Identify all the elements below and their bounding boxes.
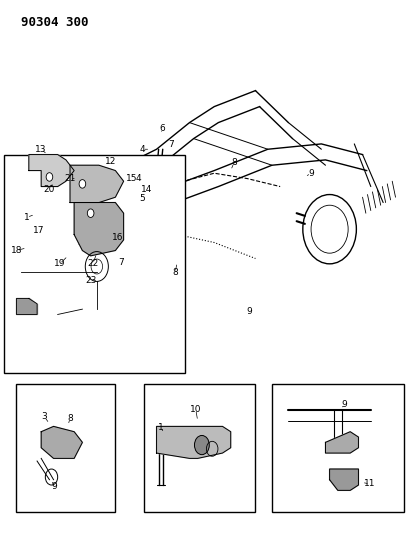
Text: 19: 19 <box>54 260 66 268</box>
Text: 10: 10 <box>190 405 201 414</box>
Text: 14: 14 <box>140 185 152 193</box>
Text: 9: 9 <box>52 482 57 490</box>
Text: 90304 300: 90304 300 <box>21 16 88 29</box>
Polygon shape <box>16 298 37 314</box>
FancyBboxPatch shape <box>4 155 185 373</box>
Text: 8: 8 <box>172 269 178 277</box>
Text: 22: 22 <box>87 260 98 268</box>
Polygon shape <box>74 203 124 256</box>
Text: 5: 5 <box>139 194 145 203</box>
Text: 3: 3 <box>106 221 112 229</box>
Text: 15: 15 <box>126 174 138 183</box>
Text: 8: 8 <box>231 158 237 167</box>
Polygon shape <box>70 165 124 203</box>
Text: 7: 7 <box>168 141 174 149</box>
Circle shape <box>46 173 53 181</box>
Text: 16: 16 <box>112 233 123 241</box>
Circle shape <box>87 209 94 217</box>
Polygon shape <box>41 426 82 458</box>
Polygon shape <box>330 469 358 490</box>
Text: 6: 6 <box>160 125 166 133</box>
Text: 2: 2 <box>77 238 83 247</box>
Text: 1: 1 <box>158 423 164 432</box>
Text: 12: 12 <box>105 157 116 166</box>
Text: 17: 17 <box>33 226 45 235</box>
Text: 4: 4 <box>139 145 145 154</box>
Text: 23: 23 <box>85 277 96 285</box>
Polygon shape <box>29 155 74 187</box>
Text: 8: 8 <box>67 414 73 423</box>
Text: 9: 9 <box>341 400 347 408</box>
Polygon shape <box>325 432 358 453</box>
Polygon shape <box>157 426 231 458</box>
FancyBboxPatch shape <box>16 384 115 512</box>
Text: 9: 9 <box>308 169 314 177</box>
FancyBboxPatch shape <box>144 384 255 512</box>
Text: 18: 18 <box>11 246 22 255</box>
Text: 1: 1 <box>24 213 30 222</box>
Text: 4: 4 <box>135 174 141 183</box>
FancyBboxPatch shape <box>272 384 404 512</box>
Text: 21: 21 <box>64 174 76 183</box>
Text: 11: 11 <box>364 480 376 488</box>
Text: 9: 9 <box>246 308 252 316</box>
Circle shape <box>194 435 209 455</box>
Text: 20: 20 <box>44 185 55 193</box>
Text: 13: 13 <box>35 145 47 154</box>
Text: 3: 3 <box>42 413 47 421</box>
Circle shape <box>79 180 86 188</box>
Text: 7: 7 <box>119 259 124 267</box>
